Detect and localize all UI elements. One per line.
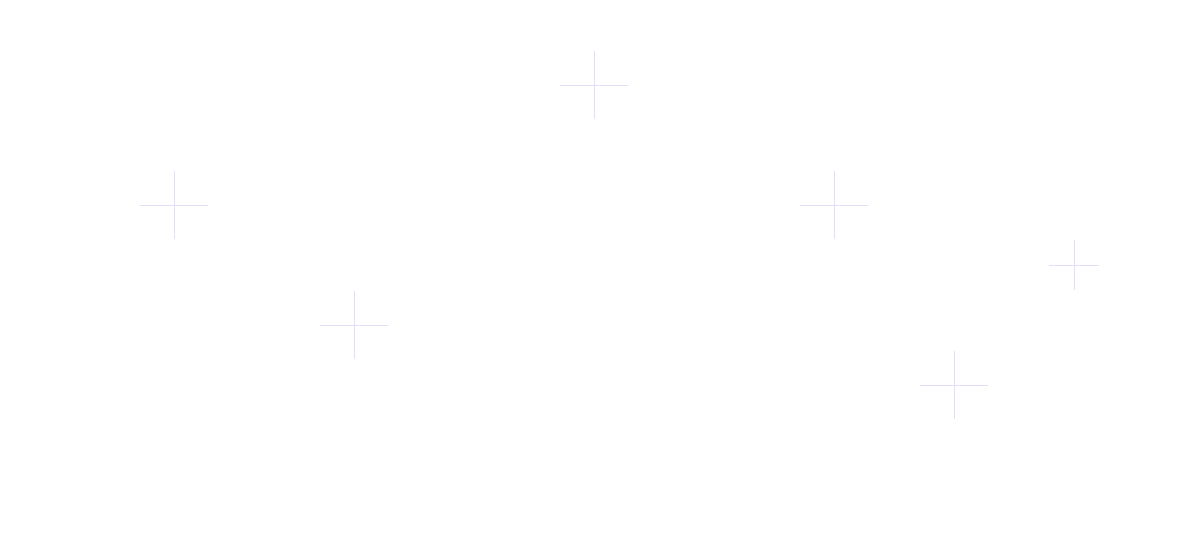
- plus-cross-icon: [800, 171, 868, 239]
- plus-cross-icon: [560, 51, 628, 119]
- plus-cross-icon: [320, 291, 388, 359]
- plus-cross-icon: [1049, 240, 1099, 290]
- plus-cross-icon: [920, 351, 988, 419]
- plus-cross-icon: [140, 171, 208, 239]
